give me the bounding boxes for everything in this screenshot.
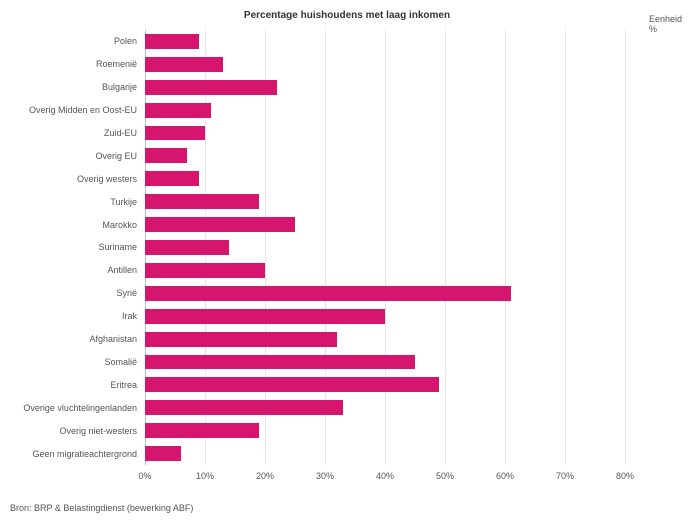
bar xyxy=(145,355,415,370)
category-label: Eritrea xyxy=(110,380,137,390)
chart-row: Afghanistan xyxy=(145,328,625,351)
bar xyxy=(145,240,229,255)
bar xyxy=(145,80,277,95)
category-label: Overig westers xyxy=(77,174,137,184)
bar xyxy=(145,309,385,324)
bar xyxy=(145,34,199,49)
category-label: Irak xyxy=(122,311,137,321)
bar xyxy=(145,57,223,72)
chart-row: Geen migratieachtergrond xyxy=(145,442,625,465)
chart-row: Overige vluchtelingenlanden xyxy=(145,396,625,419)
chart-row: Syrië xyxy=(145,282,625,305)
category-label: Antillen xyxy=(107,265,137,275)
category-label: Zuid-EU xyxy=(104,128,137,138)
x-tick-label: 60% xyxy=(496,471,514,481)
x-tick-label: 70% xyxy=(556,471,574,481)
chart-row: Marokko xyxy=(145,213,625,236)
x-tick-label: 80% xyxy=(616,471,634,481)
chart-row: Somalië xyxy=(145,351,625,374)
category-label: Bulgarije xyxy=(102,82,137,92)
legend-title: Eenheid xyxy=(649,14,682,24)
category-label: Roemenië xyxy=(96,59,137,69)
bar xyxy=(145,194,259,209)
category-label: Syrië xyxy=(116,288,137,298)
x-tick-label: 40% xyxy=(376,471,394,481)
category-label: Somalië xyxy=(104,357,137,367)
chart-row: Turkije xyxy=(145,190,625,213)
chart-row: Eritrea xyxy=(145,373,625,396)
bar xyxy=(145,332,337,347)
chart-row: Antillen xyxy=(145,259,625,282)
category-label: Turkije xyxy=(110,197,137,207)
chart-row: Polen xyxy=(145,30,625,53)
chart-row: Zuid-EU xyxy=(145,122,625,145)
legend: Eenheid % xyxy=(649,14,682,34)
category-label: Marokko xyxy=(102,220,137,230)
category-label: Overige vluchtelingenlanden xyxy=(23,403,137,413)
bar xyxy=(145,446,181,461)
bar xyxy=(145,148,187,163)
bar xyxy=(145,400,343,415)
chart-row: Overig EU xyxy=(145,144,625,167)
source-label: Bron: BRP & Belastingdienst (bewerking A… xyxy=(10,503,193,513)
x-tick-label: 0% xyxy=(138,471,151,481)
category-label: Polen xyxy=(114,36,137,46)
chart-row: Roemenië xyxy=(145,53,625,76)
bar-chart: 0%10%20%30%40%50%60%70%80%PolenRoemeniëB… xyxy=(145,30,625,485)
bar xyxy=(145,423,259,438)
x-tick-label: 20% xyxy=(256,471,274,481)
legend-unit: % xyxy=(649,24,682,34)
bar xyxy=(145,286,511,301)
category-label: Geen migratieachtergrond xyxy=(32,449,137,459)
grid-line xyxy=(625,30,626,465)
chart-row: Suriname xyxy=(145,236,625,259)
bar xyxy=(145,377,439,392)
chart-row: Overig niet-westers xyxy=(145,419,625,442)
chart-row: Irak xyxy=(145,305,625,328)
chart-row: Bulgarije xyxy=(145,76,625,99)
bar xyxy=(145,217,295,232)
category-label: Overig Midden en Oost-EU xyxy=(29,105,137,115)
x-tick-label: 50% xyxy=(436,471,454,481)
chart-title: Percentage huishoudens met laag inkomen xyxy=(0,0,694,29)
x-tick-label: 10% xyxy=(196,471,214,481)
category-label: Suriname xyxy=(98,242,137,252)
bar xyxy=(145,126,205,141)
bar xyxy=(145,103,211,118)
bar xyxy=(145,263,265,278)
category-label: Overig niet-westers xyxy=(59,426,137,436)
bar xyxy=(145,171,199,186)
category-label: Overig EU xyxy=(95,151,137,161)
x-tick-label: 30% xyxy=(316,471,334,481)
category-label: Afghanistan xyxy=(89,334,137,344)
chart-row: Overig Midden en Oost-EU xyxy=(145,99,625,122)
chart-row: Overig westers xyxy=(145,167,625,190)
